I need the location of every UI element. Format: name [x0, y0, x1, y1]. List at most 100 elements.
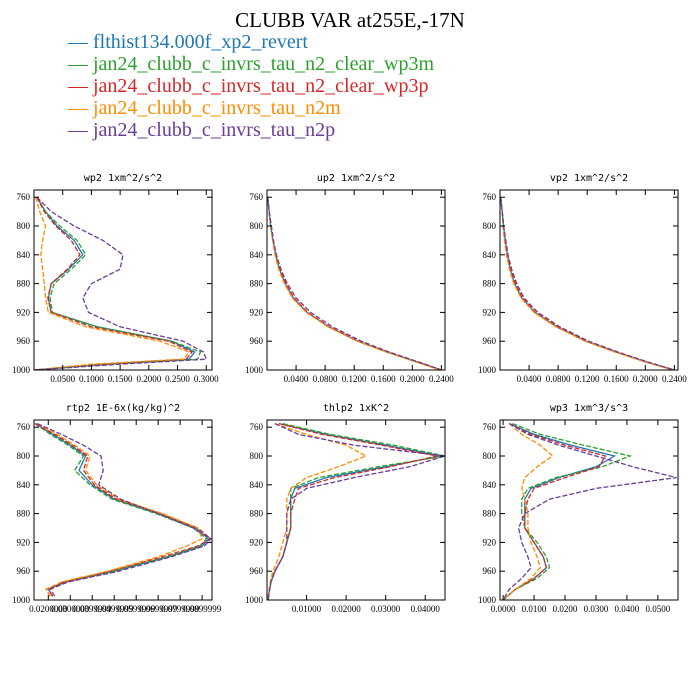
x-tick-label: 0.02000: [331, 604, 361, 614]
series-line-1: [502, 423, 617, 600]
series-line-2: [34, 196, 202, 370]
y-tick-label: 1000: [478, 365, 497, 375]
y-tick-label: 880: [250, 509, 264, 519]
series-line-1: [34, 423, 210, 597]
series-line-3: [34, 423, 212, 597]
x-tick-label: 0.0799999: [161, 604, 200, 614]
x-tick-label: 0.0200: [553, 604, 578, 614]
y-tick-label: 800: [250, 221, 264, 231]
series-line-5: [267, 423, 445, 600]
y-tick-label: 840: [483, 250, 497, 260]
y-tick-label: 960: [17, 336, 31, 346]
y-tick-label: 1000: [12, 365, 31, 375]
y-tick-label: 1000: [12, 595, 31, 605]
x-tick-label: 0.2000: [400, 374, 425, 384]
x-tick-label: 0.0300: [584, 604, 609, 614]
x-tick-label: 0.2400: [662, 374, 687, 384]
y-tick-label: 880: [250, 279, 264, 289]
panel-up2: up2 1xm^2/s^2 760 800 840 880 920 960 1000 0.040…: [245, 173, 454, 384]
y-tick-label: 1000: [478, 595, 497, 605]
y-tick-label: 960: [17, 566, 31, 576]
x-tick-label: 0.0399999: [73, 604, 112, 614]
series-line-4: [34, 197, 191, 370]
figure-title: CLUBB VAR at255E,-17N: [235, 8, 465, 32]
x-tick-label: 0.0300000: [51, 604, 90, 614]
series-line-2: [500, 197, 675, 370]
y-tick-label: 920: [483, 537, 497, 547]
panel-wp2: wp2 1xm^2/s^2 760 800 840 880 920 960 1000 0.050…: [12, 173, 219, 384]
x-tick-label: 0.1600: [604, 374, 629, 384]
series-line-1: [34, 196, 196, 370]
y-tick-label: 920: [250, 537, 264, 547]
panel-vp2: vp2 1xm^2/s^2 760 800 840 880 920 960 1000 0.040…: [478, 173, 687, 384]
series-line-5: [267, 197, 442, 370]
plot-frame: [499, 419, 679, 601]
legend-entry-2: — jan24_clubb_c_invrs_tau_n2_clear_wp3m: [67, 53, 434, 75]
x-tick-label: 0.0699999: [139, 604, 178, 614]
x-tick-label: 0.1500: [108, 374, 133, 384]
legend-entry-3: — jan24_clubb_c_invrs_tau_n2_clear_wp3p: [67, 75, 428, 97]
y-tick-label: 960: [483, 566, 497, 576]
panel-title: wp3 1xm^3/s^3: [550, 403, 628, 414]
y-tick-label: 920: [17, 537, 31, 547]
x-tick-label: 0.01000: [292, 604, 322, 614]
x-tick-label: 0.2000: [633, 374, 658, 384]
y-tick-label: 960: [483, 336, 497, 346]
panel-title: up2 1xm^2/s^2: [317, 173, 395, 184]
legend-entry-1: — flthist134.000f_xp2_revert: [67, 31, 308, 53]
x-tick-label: 0.0000: [491, 604, 516, 614]
y-tick-label: 960: [250, 336, 264, 346]
x-tick-label: 0.03000: [371, 604, 401, 614]
y-tick-label: 1000: [245, 365, 264, 375]
series-line-1: [500, 197, 675, 370]
y-tick-label: 960: [250, 566, 264, 576]
series-line-4: [267, 422, 368, 600]
series-line-3: [502, 423, 607, 600]
x-tick-label: 0.1600: [371, 374, 396, 384]
x-tick-label: 0.0400: [284, 374, 309, 384]
x-tick-label: 0.1200: [342, 374, 367, 384]
y-tick-label: 760: [250, 192, 264, 202]
series-line-5: [500, 197, 675, 370]
x-tick-label: 0.0500: [646, 604, 671, 614]
y-tick-label: 840: [17, 250, 31, 260]
legend-entry-4: — jan24_clubb_c_invrs_tau_n2m: [67, 97, 341, 119]
y-tick-label: 800: [250, 451, 264, 461]
y-tick-label: 800: [483, 221, 497, 231]
panel-title: thlp2 1xK^2: [323, 403, 389, 414]
y-tick-label: 840: [483, 480, 497, 490]
x-tick-label: 0.0599999: [117, 604, 156, 614]
series-line-2: [502, 422, 633, 600]
y-tick-label: 840: [17, 480, 31, 490]
series-line-1: [267, 197, 442, 370]
series-line-2: [267, 197, 442, 370]
series-line-5: [34, 196, 208, 370]
y-tick-label: 880: [483, 509, 497, 519]
plot-frame: [266, 189, 446, 371]
y-tick-label: 800: [483, 451, 497, 461]
y-tick-label: 760: [483, 192, 497, 202]
y-tick-label: 760: [483, 422, 497, 432]
x-tick-label: 0.0100: [522, 604, 547, 614]
series-line-4: [267, 197, 441, 370]
x-tick-label: 0.3000: [194, 374, 219, 384]
series-line-2: [267, 422, 445, 600]
legend-entry-5: — jan24_clubb_c_invrs_tau_n2p: [67, 119, 335, 141]
plot-frame: [266, 419, 446, 601]
x-tick-label: 0.0800: [546, 374, 571, 384]
legend: — flthist134.000f_xp2_revert— jan24_club…: [67, 31, 434, 141]
y-tick-label: 880: [483, 279, 497, 289]
panel-thlp2: thlp2 1xK^2 760 800 840 880 920 960 1000 0.01000…: [245, 403, 446, 614]
x-tick-label: 0.0800: [313, 374, 338, 384]
y-tick-label: 840: [250, 250, 264, 260]
x-tick-label: 0.04000: [411, 604, 441, 614]
series-line-3: [34, 196, 193, 370]
x-tick-label: 0.1200: [575, 374, 600, 384]
panel-rtp2: rtp2 1E-6x(kg/kg)^2 760 800 840 880 920 960 100…: [12, 403, 222, 614]
x-tick-label: 0.0400: [517, 374, 542, 384]
series-line-5: [502, 423, 677, 600]
plot-frame: [33, 189, 213, 371]
y-tick-label: 800: [17, 451, 31, 461]
x-tick-label: 0.0899999: [183, 604, 222, 614]
